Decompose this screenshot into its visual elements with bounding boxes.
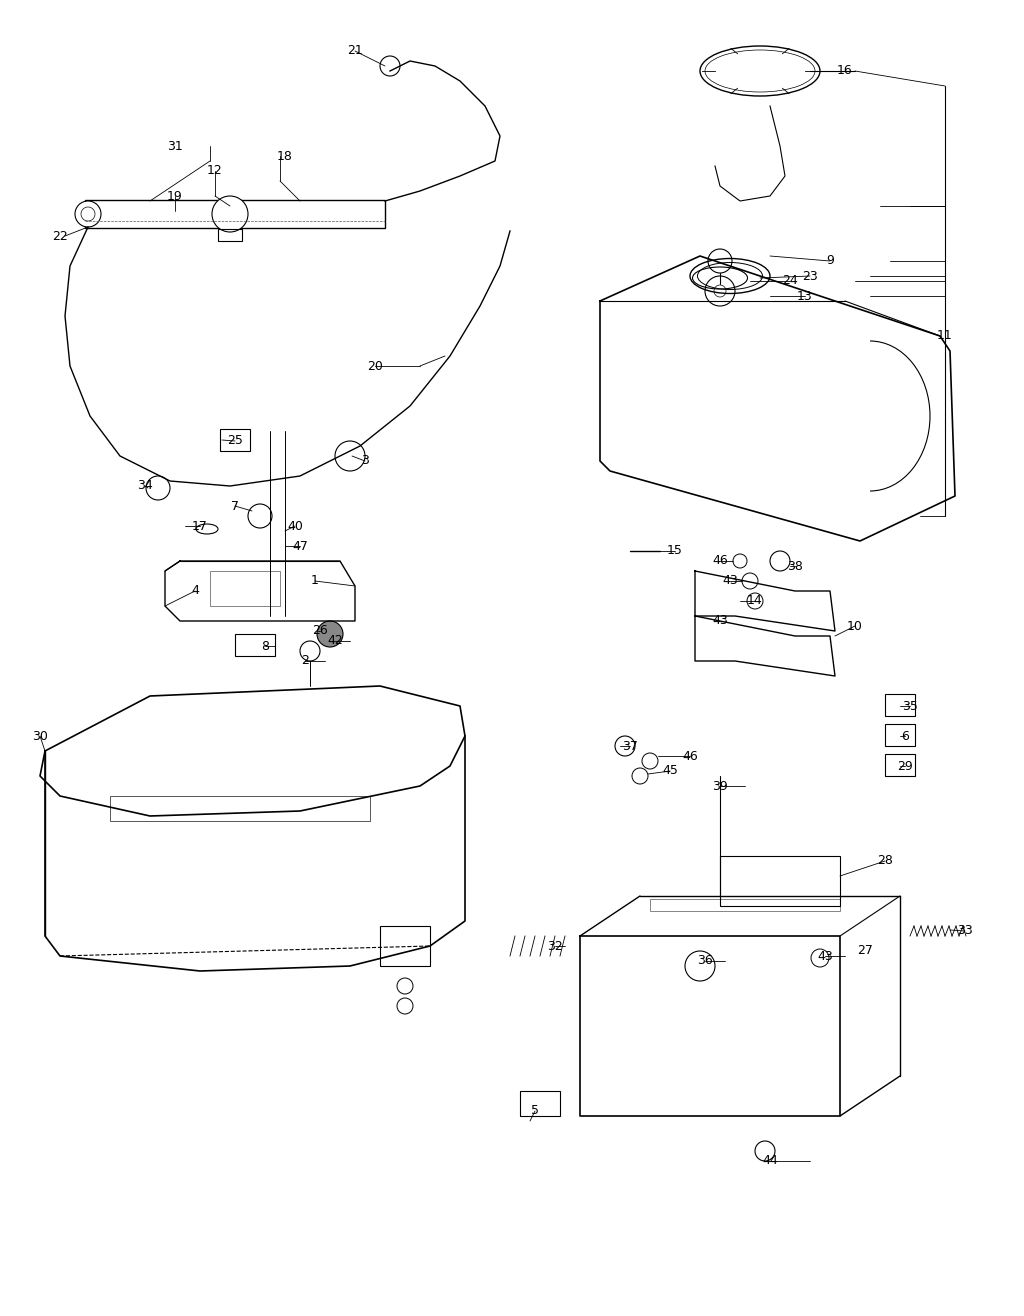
Text: 16: 16 [838, 64, 853, 78]
Text: 2: 2 [301, 654, 309, 667]
Circle shape [746, 594, 763, 609]
Text: 47: 47 [292, 540, 308, 553]
Circle shape [146, 476, 170, 500]
Text: 24: 24 [782, 275, 798, 287]
Bar [234, 634, 275, 655]
Text: 1: 1 [311, 575, 318, 587]
Text: 42: 42 [327, 634, 343, 647]
Bar [110, 796, 370, 821]
Text: 18: 18 [278, 150, 293, 162]
Text: 35: 35 [902, 700, 918, 712]
Circle shape [335, 441, 365, 471]
Text: 15: 15 [667, 545, 683, 558]
Text: 23: 23 [802, 270, 818, 283]
Circle shape [300, 641, 319, 661]
Bar [218, 229, 242, 241]
Text: 46: 46 [682, 750, 698, 762]
Bar [885, 724, 915, 746]
Text: 21: 21 [347, 45, 362, 58]
Bar [85, 200, 385, 228]
Text: 32: 32 [547, 940, 563, 953]
Text: 28: 28 [878, 854, 893, 867]
Text: 36: 36 [697, 954, 713, 967]
Circle shape [317, 621, 343, 647]
Text: 20: 20 [367, 359, 383, 372]
Text: 25: 25 [227, 434, 243, 447]
Circle shape [708, 249, 732, 272]
Circle shape [705, 276, 735, 307]
Circle shape [380, 57, 400, 76]
Text: 5: 5 [531, 1104, 539, 1117]
Text: 12: 12 [207, 164, 223, 178]
Text: 6: 6 [901, 729, 909, 742]
Circle shape [770, 551, 790, 571]
Text: 33: 33 [957, 925, 973, 937]
Circle shape [742, 572, 758, 590]
Text: 8: 8 [261, 640, 269, 653]
Circle shape [811, 949, 829, 967]
Text: 26: 26 [312, 625, 328, 637]
Text: 17: 17 [193, 520, 208, 533]
Text: 3: 3 [361, 454, 369, 467]
Circle shape [248, 504, 272, 528]
Text: 4: 4 [191, 584, 199, 597]
Circle shape [642, 753, 658, 769]
Text: 22: 22 [52, 229, 68, 242]
Bar [720, 855, 840, 905]
Text: 29: 29 [897, 759, 912, 772]
Bar [650, 899, 840, 911]
Circle shape [397, 978, 413, 994]
Text: 7: 7 [231, 500, 239, 512]
Text: 13: 13 [797, 290, 813, 303]
Text: 37: 37 [622, 740, 638, 753]
Text: 43: 43 [817, 950, 833, 962]
Text: 43: 43 [712, 615, 728, 628]
Text: 34: 34 [137, 479, 153, 492]
Circle shape [81, 207, 95, 221]
Bar [520, 1091, 560, 1116]
Circle shape [212, 196, 248, 232]
Circle shape [75, 201, 101, 226]
Text: 46: 46 [712, 554, 728, 567]
Text: 39: 39 [712, 779, 728, 792]
Text: 45: 45 [663, 765, 678, 778]
Text: 44: 44 [762, 1154, 778, 1167]
Circle shape [397, 998, 413, 1015]
Bar [210, 571, 280, 605]
Circle shape [755, 1141, 775, 1161]
Text: 14: 14 [748, 595, 763, 608]
Text: 31: 31 [167, 139, 183, 153]
Text: 38: 38 [787, 559, 803, 572]
Text: 27: 27 [857, 945, 872, 958]
Text: 9: 9 [826, 254, 834, 267]
Circle shape [615, 736, 635, 755]
Circle shape [632, 769, 648, 784]
Text: 40: 40 [287, 520, 303, 533]
Text: 11: 11 [937, 329, 953, 342]
Bar [885, 694, 915, 716]
Bar [220, 429, 250, 451]
Text: 19: 19 [167, 190, 183, 203]
Text: 43: 43 [722, 575, 738, 587]
Text: 30: 30 [32, 729, 48, 742]
Bar [885, 754, 915, 776]
Circle shape [685, 951, 715, 980]
Text: 10: 10 [847, 620, 863, 633]
Bar [380, 926, 430, 966]
Circle shape [733, 554, 746, 569]
Circle shape [714, 286, 726, 297]
